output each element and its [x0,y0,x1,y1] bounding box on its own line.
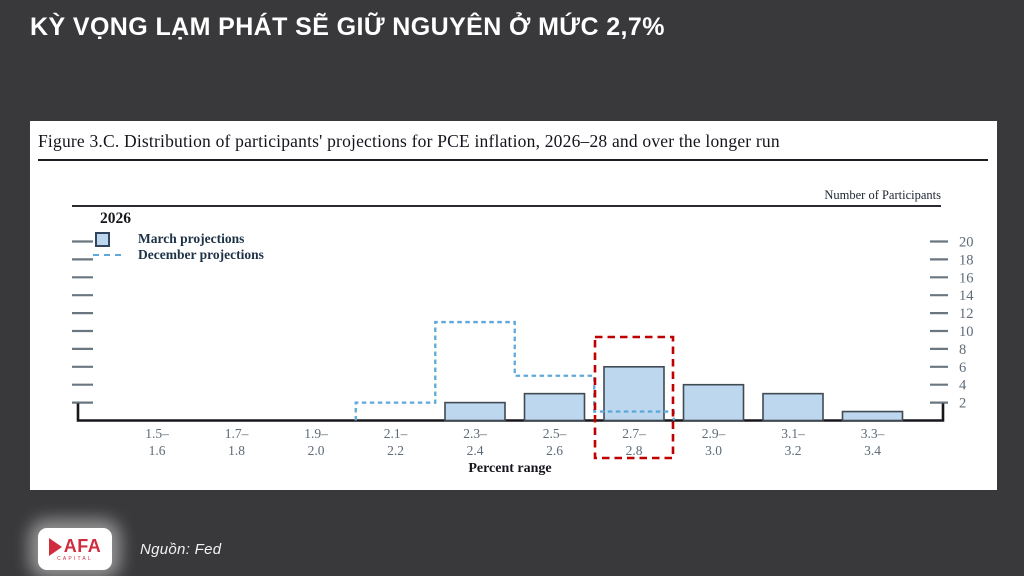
y-tick-label: 16 [959,270,974,286]
y-tick-label: 2 [959,396,966,412]
x-tick-label: 2.7– 2.8 [622,426,646,458]
afa-logo-subtext: CAPITAL [57,556,93,562]
afa-logo-row: AFA [48,536,102,557]
bar-3.3-3.4 [841,410,904,422]
afa-logo: AFA CAPITAL [38,528,112,570]
y-tick-label: 18 [959,252,974,268]
x-tick-label: 1.7– 1.8 [225,426,249,458]
source-label: Nguồn: Fed [140,540,222,558]
x-tick-label: 2.5– 2.6 [543,426,567,458]
x-tick-label: 3.3– 3.4 [861,426,885,458]
legend-label-march: March projections [138,231,245,246]
y-tick-label: 14 [959,288,974,304]
panel-year-label: 2026 [100,210,131,227]
x-tick-label: 2.3– 2.4 [463,426,487,458]
y-tick-label: 10 [959,324,974,340]
highlight-box [593,335,675,460]
bar-2.9-3.0 [682,383,745,422]
legend-row-march: March projections [93,231,264,247]
x-axis-title: Percent range [468,461,552,476]
march-projections-swatch [95,231,110,247]
bar-3.1-3.2 [762,392,824,422]
right-axis-title: Number of Participants [824,188,941,202]
x-tick-label: 1.9– 2.0 [304,426,328,458]
figure-panel: Figure 3.C. Distribution of participants… [30,121,997,490]
x-tick-label: 3.1– 3.2 [781,426,805,458]
legend-row-december: December projections [93,247,264,263]
y-tick-label: 8 [959,342,966,358]
bar-2.3-2.4 [444,401,506,422]
y-tick-label: 4 [959,378,967,394]
december-projections-line [354,320,675,421]
x-tick-label: 2.1– 2.2 [384,426,408,458]
x-tick-label: 1.5– 1.6 [145,426,169,458]
afa-arrow-icon [48,537,62,556]
slide-title: KỲ VỌNG LẠM PHÁT SẼ GIỮ NGUYÊN Ở MỨC 2,7… [30,13,665,41]
y-tick-label: 6 [959,360,966,376]
december-projections-swatch [93,254,121,256]
top-rule [72,205,941,207]
footer: AFA CAPITAL Nguồn: Fed [38,528,221,570]
x-tick-label: 2.9– 3.0 [702,426,726,458]
figure-title: Figure 3.C. Distribution of participants… [38,131,988,161]
legend: March projections December projections [93,231,264,263]
afa-logo-text: AFA [63,536,102,556]
x-axis-line [76,403,945,422]
y-tick-label: 20 [959,235,974,251]
y-tick-label: 12 [959,306,974,322]
bar-2.5-2.6 [523,392,586,422]
legend-label-december: December projections [138,247,264,262]
